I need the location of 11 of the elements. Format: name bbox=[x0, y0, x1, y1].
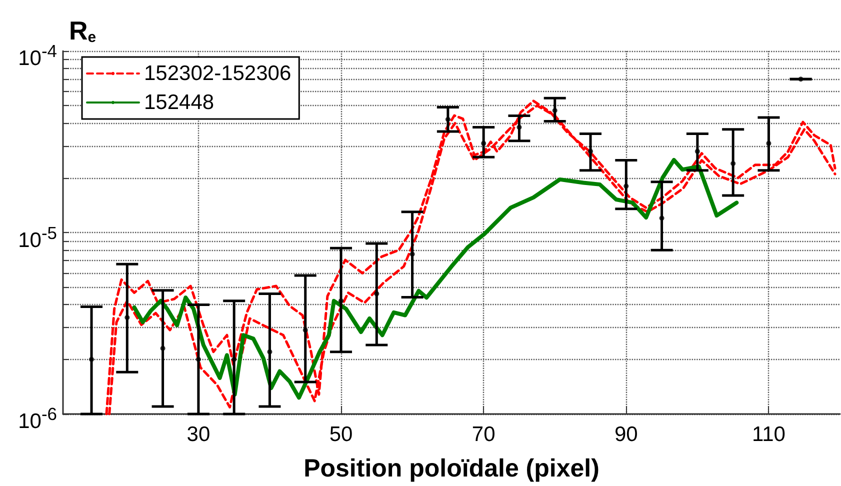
y-tick-label: 10$^{-6}$ bbox=[18, 403, 57, 435]
x-tick-label: 110 bbox=[752, 423, 786, 446]
x-axis-title: Position poloïdale (pixel) bbox=[304, 454, 600, 482]
y-tick-label: 10$^{-5}$ bbox=[18, 222, 57, 254]
x-tick-label: 30 bbox=[186, 423, 210, 446]
y-tick-label: 10$^{-4}$ bbox=[18, 40, 57, 72]
legend-label: 152448 bbox=[144, 91, 214, 114]
x-tick-label: 70 bbox=[472, 423, 496, 446]
x-tick-label: 50 bbox=[329, 423, 353, 446]
x-tick-label: 90 bbox=[614, 423, 638, 446]
legend-label: 152302-152306 bbox=[144, 62, 292, 85]
